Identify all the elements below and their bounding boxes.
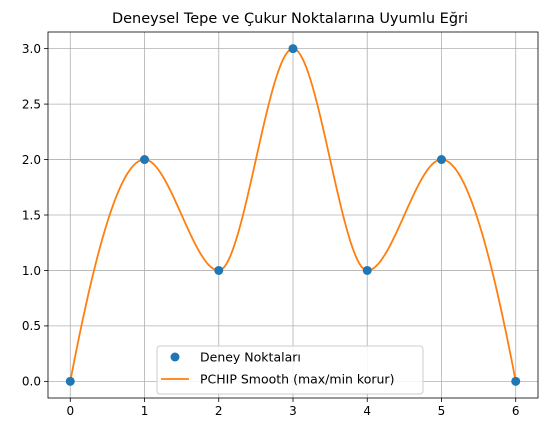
x-tick-label: 3: [289, 404, 297, 418]
x-tick-label: 2: [215, 404, 223, 418]
data-point: [140, 155, 150, 165]
y-tick-label: 0.0: [22, 375, 41, 389]
y-tick-label: 2.0: [22, 153, 41, 167]
data-point: [288, 44, 298, 54]
y-axis-ticks: 0.0 0.5 1.0 1.5 2.0 2.5 3.0: [22, 42, 48, 389]
legend: Deney Noktaları PCHIP Smooth (max/min ko…: [156, 345, 424, 395]
data-point: [214, 265, 224, 275]
x-tick-label: 5: [438, 404, 446, 418]
legend-label-line: PCHIP Smooth (max/min korur): [200, 372, 394, 387]
plot-frame: [47, 31, 539, 399]
y-tick-label: 1.0: [22, 264, 41, 278]
y-tick-label: 1.5: [22, 208, 41, 222]
data-point: [65, 376, 75, 386]
legend-box: [156, 345, 424, 395]
series-points-layer: [65, 44, 521, 386]
x-tick-label: 0: [66, 404, 74, 418]
data-point: [436, 155, 446, 165]
data-point: [511, 376, 521, 386]
x-tick-label: 4: [363, 404, 371, 418]
data-point: [362, 265, 372, 275]
legend-label-scatter: Deney Noktaları: [200, 350, 301, 365]
x-tick-label: 6: [512, 404, 520, 418]
x-tick-label: 1: [141, 404, 149, 418]
y-tick-label: 2.5: [22, 97, 41, 111]
chart-title: Deneysel Tepe ve Çukur Noktalarına Uyuml…: [112, 11, 468, 27]
x-axis-ticks: 0 1 2 3 4 5 6: [66, 398, 520, 418]
y-tick-label: 0.5: [22, 319, 41, 333]
legend-marker-scatter: [170, 352, 180, 362]
y-tick-label: 3.0: [22, 42, 41, 56]
